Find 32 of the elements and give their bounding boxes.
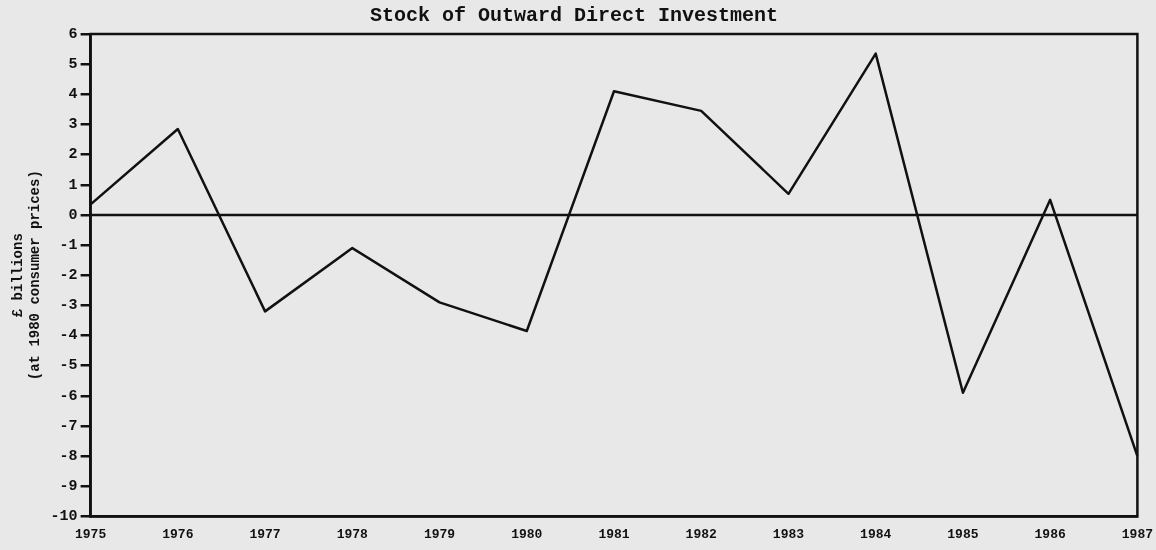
x-tick-label: 1980 <box>511 527 543 543</box>
x-tick-label: 1979 <box>423 527 456 543</box>
y-tick-label: -7 <box>59 417 78 435</box>
y-tick-label: -4 <box>59 327 78 345</box>
y-tick-label: -8 <box>59 447 78 465</box>
x-tick-label: 1977 <box>249 527 281 543</box>
y-tick-label: -10 <box>50 508 78 526</box>
y-tick-label: -9 <box>59 478 78 496</box>
y-tick-label: 5 <box>68 55 78 73</box>
x-tick-label: 1983 <box>772 527 805 543</box>
y-tick-label: 3 <box>68 116 78 134</box>
chart-title: Stock of Outward Direct Investment <box>369 4 779 28</box>
y-tick-label: -3 <box>59 297 78 315</box>
y-tick-label: -1 <box>59 236 78 254</box>
x-tick-label: 1986 <box>1034 527 1066 543</box>
y-tick-label: 6 <box>68 25 78 43</box>
y-tick-label: -6 <box>59 387 78 405</box>
x-tick-label: 1982 <box>685 527 718 543</box>
y-tick-label: 4 <box>68 86 78 104</box>
x-tick-label: 1981 <box>598 527 630 543</box>
x-tick-label: 1987 <box>1121 527 1154 543</box>
x-tick-label: 1978 <box>336 527 369 543</box>
x-tick-label: 1976 <box>162 527 194 543</box>
x-tick-label: 1975 <box>75 527 107 543</box>
y-tick-label: 0 <box>68 206 78 224</box>
y-tick-label: -2 <box>59 266 78 284</box>
y-tick-label: 1 <box>68 176 78 194</box>
x-tick-label: 1985 <box>947 527 979 543</box>
y-tick-label: -5 <box>59 357 78 375</box>
y-tick-label: 2 <box>68 146 78 164</box>
y-axis-title: £ billions (at 1980 consumer prices) <box>9 170 43 381</box>
x-tick-label: 1984 <box>860 527 892 543</box>
